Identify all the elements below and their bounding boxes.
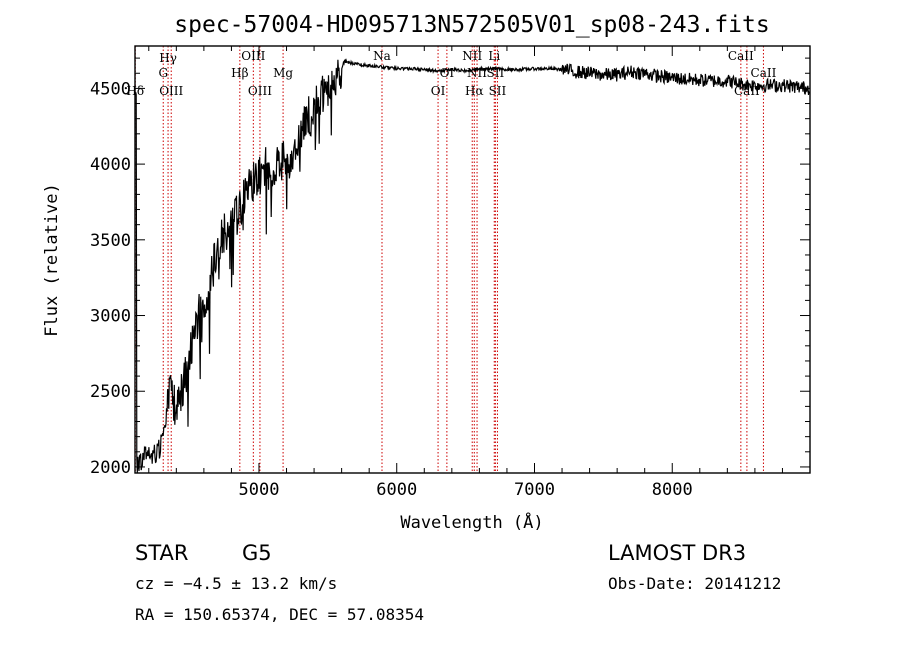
ra-dec: RA = 150.65374, DEC = 57.08354	[135, 605, 424, 624]
chart-title: spec-57004-HD095713N572505V01_sp08-243.f…	[174, 12, 769, 38]
spectral-line-labels: HδHγGOIIIOIIIHβOIIIMgNaOIOINIINIIHαLiSII…	[126, 49, 776, 98]
observation-date: Obs-Date: 20141212	[608, 574, 781, 593]
x-tick-label: 6000	[376, 480, 417, 500]
x-tick-label: 8000	[652, 480, 693, 500]
spectral-line-label: Hγ	[159, 51, 177, 65]
spectral-line-label: OIII	[248, 84, 272, 98]
y-tick-label: 3000	[90, 307, 131, 327]
y-tick-label: 4500	[90, 79, 131, 99]
y-tick-label: 2000	[90, 458, 131, 478]
object-class: STAR	[135, 541, 188, 565]
redshift-cz: cz = −4.5 ± 13.2 km/s	[135, 574, 337, 593]
spectral-line-label: OIII	[241, 49, 265, 63]
spectral-line-label: G	[158, 66, 168, 80]
spectral-lines-layer	[134, 46, 764, 473]
y-tick-label: 3500	[90, 231, 131, 251]
plot-frame	[134, 45, 811, 474]
spectral-line-label: Li	[488, 49, 500, 63]
x-tick-label: 7000	[514, 480, 555, 500]
flux-series-line	[135, 58, 811, 473]
spectral-line-label: Na	[373, 49, 391, 63]
y-axis-ticks: 2000 2500 3000 3500 4000 4500	[90, 57, 810, 478]
subclass: G5	[242, 541, 272, 565]
x-axis-label: Wavelength (Å)	[400, 511, 543, 533]
x-tick-label: 5000	[239, 480, 280, 500]
y-tick-label: 2500	[90, 382, 131, 402]
spectral-line-label: Hβ	[231, 66, 248, 80]
spectral-line-label: SII	[489, 84, 507, 98]
spectral-line-label: CaII	[728, 49, 754, 63]
spectral-line-label: CaII	[751, 66, 777, 80]
x-axis-ticks: 5000 6000 7000 8000	[148, 46, 811, 500]
y-axis-label: Flux (relative)	[42, 183, 62, 337]
survey-name: LAMOST DR3	[608, 541, 746, 565]
y-tick-label: 4000	[90, 155, 131, 175]
spectral-line-label: Mg	[273, 66, 293, 80]
spectral-line-label: NII	[462, 49, 482, 63]
spectral-line-label: Hα	[465, 84, 484, 98]
spectral-line-label: OI	[431, 84, 446, 98]
spectral-line-label: OIII	[159, 84, 183, 98]
spectral-line-label: OI	[440, 66, 455, 80]
